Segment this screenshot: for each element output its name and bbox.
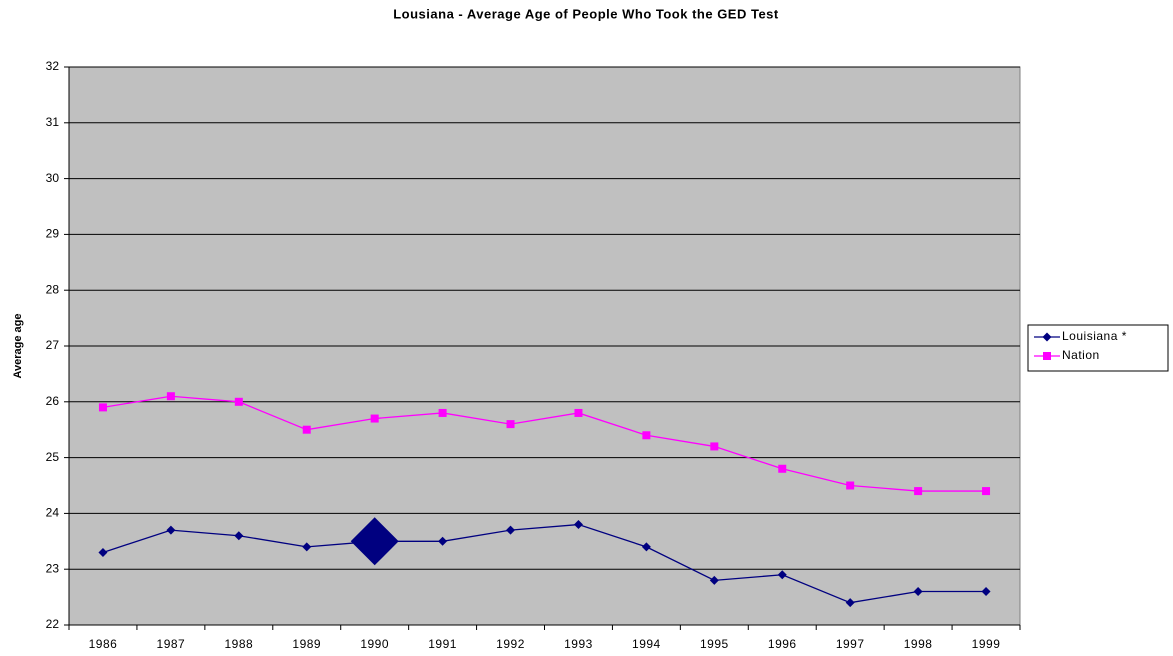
data-point <box>981 587 991 597</box>
series-line <box>102 395 987 492</box>
legend-label: Louisiana * <box>1062 329 1127 343</box>
x-tick-label: 1989 <box>292 637 321 651</box>
data-point <box>506 420 515 429</box>
y-tick-label: 23 <box>46 561 60 575</box>
legend-marker <box>1043 352 1051 360</box>
data-point <box>845 598 855 608</box>
x-tick-label: 1986 <box>89 637 118 651</box>
y-tick-label: 29 <box>46 227 60 241</box>
data-point <box>438 536 448 546</box>
x-tick-label: 1999 <box>972 637 1001 651</box>
data-point <box>506 525 516 535</box>
data-point <box>573 520 583 530</box>
y-tick-label: 26 <box>46 394 60 408</box>
data-point <box>166 392 175 401</box>
data-point <box>234 397 243 406</box>
data-point <box>777 570 787 580</box>
data-point <box>166 525 176 535</box>
data-point <box>709 575 719 585</box>
legend-marker <box>1042 332 1052 342</box>
data-point <box>778 464 787 473</box>
x-tick-label: 1988 <box>224 637 253 651</box>
data-point <box>370 414 379 423</box>
data-point <box>98 547 108 557</box>
data-point <box>914 487 923 496</box>
x-tick-label: 1995 <box>700 637 729 651</box>
x-tick-label: 1997 <box>836 637 865 651</box>
y-axis-label: Average age <box>12 313 24 378</box>
legend-label: Nation <box>1062 348 1100 362</box>
x-tick-label: 1998 <box>904 637 933 651</box>
x-tick-label: 1996 <box>768 637 797 651</box>
y-tick-label: 25 <box>46 450 60 464</box>
y-tick-label: 24 <box>46 506 60 520</box>
data-point <box>846 481 855 490</box>
data-point <box>350 517 399 566</box>
x-tick-label: 1993 <box>564 637 593 651</box>
y-tick-label: 30 <box>46 171 60 185</box>
data-point <box>913 587 923 597</box>
data-point <box>302 542 312 552</box>
y-tick-label: 27 <box>46 338 60 352</box>
series-line <box>102 523 987 604</box>
y-tick-label: 31 <box>46 115 60 129</box>
x-tick-label: 1987 <box>157 637 186 651</box>
data-point <box>98 403 107 412</box>
data-point <box>710 442 719 451</box>
data-point <box>982 487 991 496</box>
x-tick-label: 1991 <box>428 637 457 651</box>
x-tick-label: 1990 <box>360 637 389 651</box>
x-tick-label: 1994 <box>632 637 661 651</box>
data-point <box>642 431 651 440</box>
legend-box <box>1027 324 1169 372</box>
y-tick-label: 28 <box>46 282 60 296</box>
data-point <box>641 542 651 552</box>
data-point <box>574 408 583 417</box>
x-tick-label: 1992 <box>496 637 525 651</box>
y-tick-label: 32 <box>46 59 60 73</box>
y-tick-label: 22 <box>46 617 60 631</box>
data-point <box>302 425 311 434</box>
chart-title: Lousiana - Average Age of People Who Too… <box>393 6 779 21</box>
data-point <box>438 408 447 417</box>
data-point <box>234 531 244 541</box>
